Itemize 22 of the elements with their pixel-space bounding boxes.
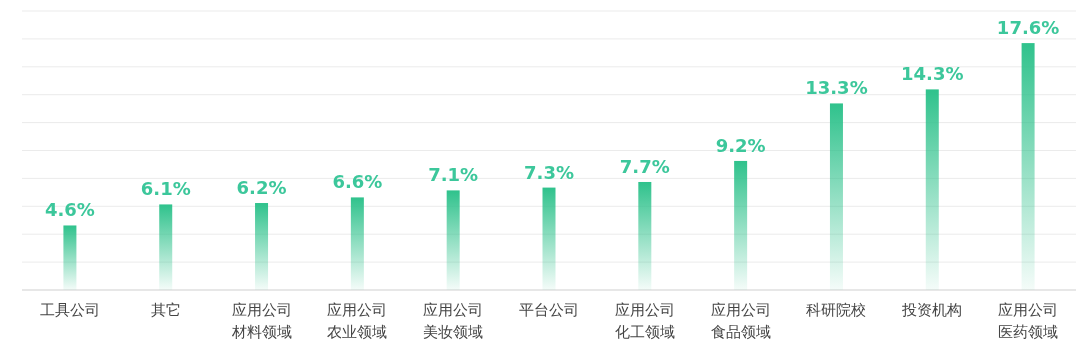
data-label: 14.3% bbox=[901, 63, 964, 85]
data-label: 7.7% bbox=[619, 155, 670, 177]
x-tick-label: 应用公司医药领域 bbox=[998, 301, 1059, 341]
x-tick-label: 科研院校 bbox=[806, 301, 867, 319]
x-tick-label: 应用公司美妆领域 bbox=[423, 301, 484, 341]
data-label: 17.6% bbox=[996, 17, 1060, 39]
x-tick-label: 应用公司食品领域 bbox=[710, 301, 771, 341]
x-tick-label: 应用公司化工领域 bbox=[614, 301, 675, 341]
data-label: 6.2% bbox=[236, 177, 287, 199]
data-label: 13.3% bbox=[805, 77, 868, 99]
data-label: 7.1% bbox=[428, 164, 479, 186]
x-tick-label: 其它 bbox=[150, 301, 181, 319]
data-label: 7.3% bbox=[524, 161, 574, 183]
x-tick-label: 平台公司 bbox=[519, 301, 579, 319]
data-label: 4.6% bbox=[44, 199, 95, 221]
x-tick-label: 应用公司材料领域 bbox=[230, 301, 292, 341]
x-tick-label: 应用公司农业领域 bbox=[327, 301, 388, 341]
x-tick-label: 工具公司 bbox=[39, 301, 100, 319]
data-label: 6.6% bbox=[332, 171, 383, 193]
x-tick-label: 投资机构 bbox=[901, 301, 963, 319]
data-label: 6.1% bbox=[140, 178, 191, 200]
data-label: 9.2% bbox=[715, 134, 766, 156]
